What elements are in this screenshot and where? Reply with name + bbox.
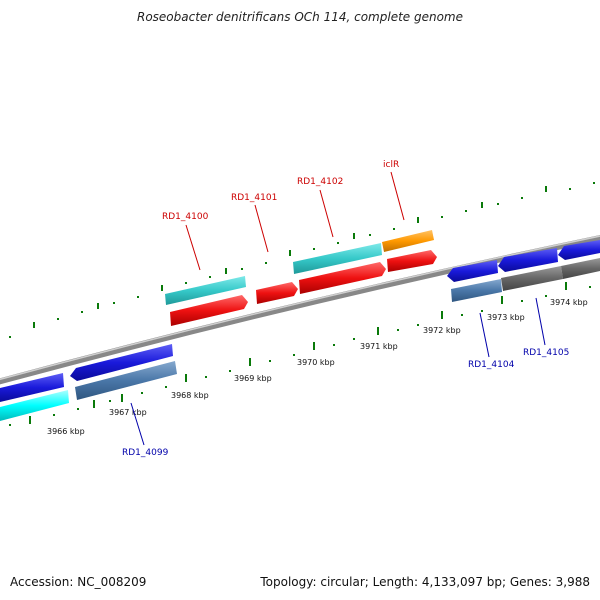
gene-left-cyan[interactable] bbox=[0, 390, 69, 421]
gene-label-leaders bbox=[130, 171, 546, 446]
reverse-strand-row-1 bbox=[0, 240, 600, 402]
gene-rd1-4100-red[interactable] bbox=[170, 295, 248, 326]
gene-rd1-4099-blue[interactable] bbox=[70, 344, 173, 381]
kbp-label-3968: 3968 kbp bbox=[171, 391, 209, 400]
gene-iclr-orange[interactable] bbox=[382, 230, 434, 252]
map-title: Roseobacter denitrificans OCh 114, compl… bbox=[136, 10, 463, 24]
kbp-label-3974: 3974 kbp bbox=[550, 298, 588, 307]
gene-rd1-4100-cyan[interactable] bbox=[165, 276, 246, 305]
kbp-label-3972: 3972 kbp bbox=[423, 326, 461, 335]
gene-label-rd1-4099[interactable]: RD1_4099 bbox=[122, 448, 169, 458]
kbp-scale-labels: 3966 kbp 3967 kbp 3968 kbp 3969 kbp 3970… bbox=[47, 298, 588, 436]
gene-iclr-red[interactable] bbox=[387, 250, 437, 272]
gene-labels: RD1_4100 RD1_4101 RD1_4102 iclR RD1_4099… bbox=[122, 160, 569, 458]
gene-rd1-4102-red[interactable] bbox=[299, 262, 386, 294]
gene-right-gray[interactable] bbox=[561, 258, 600, 279]
forward-strand-row-2 bbox=[170, 250, 437, 326]
gene-label-rd1-4101[interactable]: RD1_4101 bbox=[231, 193, 277, 203]
forward-strand-row-1 bbox=[165, 230, 434, 305]
gene-rd1-4101-red[interactable] bbox=[256, 282, 298, 304]
gene-rd1-4104-blue[interactable] bbox=[447, 260, 498, 282]
gene-rd1-4105-gray[interactable] bbox=[501, 266, 563, 291]
reverse-strand-row-2 bbox=[0, 258, 600, 421]
accession-text: Accession: NC_008209 bbox=[10, 575, 147, 589]
gene-left-blue-1[interactable] bbox=[0, 373, 64, 402]
kbp-label-3966: 3966 kbp bbox=[47, 427, 85, 436]
gene-rd1-4102-cyan[interactable] bbox=[293, 243, 382, 274]
gene-rd1-4105-blue[interactable] bbox=[498, 248, 558, 272]
gene-rd1-4099-steel[interactable] bbox=[75, 361, 177, 400]
gene-rd1-4104-steel[interactable] bbox=[451, 279, 502, 302]
kbp-label-3971: 3971 kbp bbox=[360, 342, 398, 351]
gene-label-iclr[interactable]: iclR bbox=[383, 160, 399, 170]
genome-info-text: Topology: circular; Length: 4,133,097 bp… bbox=[260, 575, 590, 589]
gene-label-rd1-4104[interactable]: RD1_4104 bbox=[468, 360, 515, 370]
kbp-label-3973: 3973 kbp bbox=[487, 313, 525, 322]
gene-label-rd1-4105[interactable]: RD1_4105 bbox=[523, 348, 569, 358]
lower-tick-ruler bbox=[9, 282, 591, 426]
gene-label-rd1-4102[interactable]: RD1_4102 bbox=[297, 177, 343, 187]
gene-label-rd1-4100[interactable]: RD1_4100 bbox=[162, 212, 209, 222]
upper-tick-ruler bbox=[9, 182, 595, 338]
gene-right-blue[interactable] bbox=[558, 240, 600, 260]
kbp-label-3969: 3969 kbp bbox=[234, 374, 272, 383]
kbp-label-3967: 3967 kbp bbox=[109, 408, 147, 417]
kbp-label-3970: 3970 kbp bbox=[297, 358, 335, 367]
